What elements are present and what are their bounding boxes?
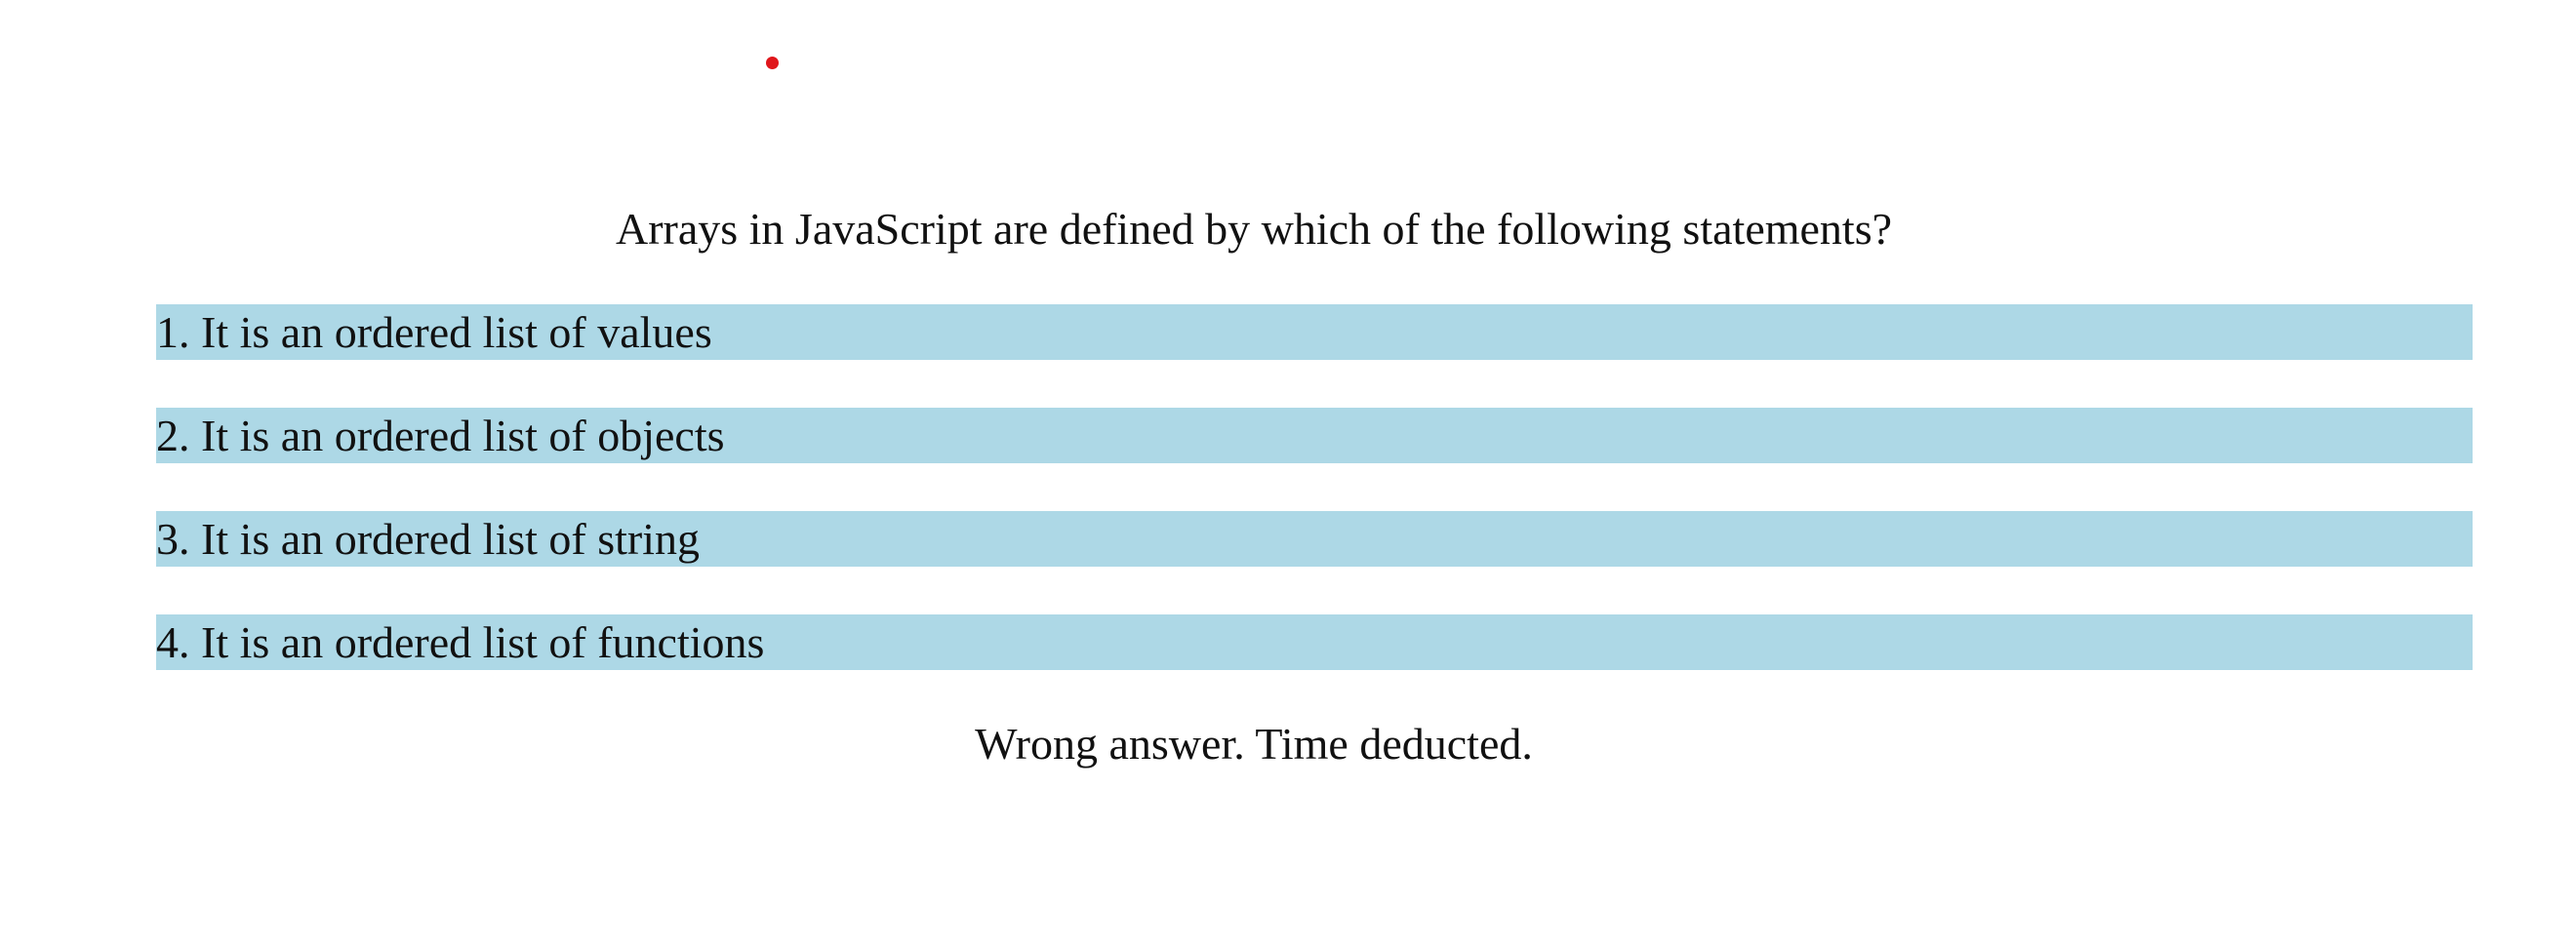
- answer-option-3[interactable]: 3. It is an ordered list of string: [156, 511, 2473, 567]
- answer-option-4[interactable]: 4. It is an ordered list of functions: [156, 614, 2473, 670]
- feedback-message: Wrong answer. Time deducted.: [975, 719, 1533, 769]
- answer-list: 1. It is an ordered list of values 2. It…: [156, 304, 2473, 718]
- answer-option-2[interactable]: 2. It is an ordered list of objects: [156, 408, 2473, 463]
- cursor-dot: [766, 57, 779, 69]
- question-text: Arrays in JavaScript are defined by whic…: [615, 204, 1893, 254]
- answer-option-1[interactable]: 1. It is an ordered list of values: [156, 304, 2473, 360]
